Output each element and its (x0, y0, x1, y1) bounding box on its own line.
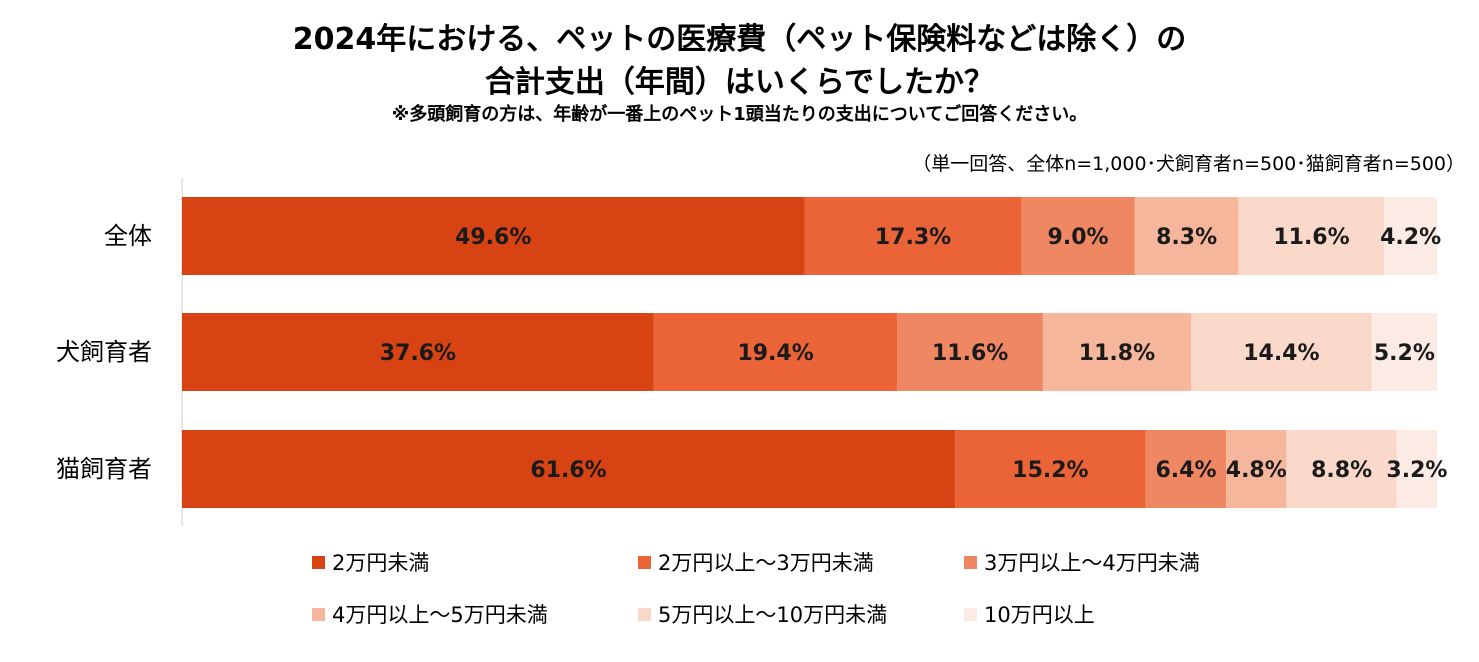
data-label: 37.6% (380, 341, 456, 366)
legend-label: 3万円以上～4万円未満 (984, 551, 1200, 575)
bar-segment (1371, 313, 1437, 391)
data-label: 8.3% (1156, 225, 1217, 250)
data-label: 61.6% (530, 458, 606, 483)
data-label: 6.4% (1155, 458, 1216, 483)
data-label: 11.6% (932, 341, 1008, 366)
bar-segment (182, 197, 805, 275)
legend-swatch (312, 555, 325, 569)
chart-title-line2: 合計支出（年間）はいくらでしたか？ (484, 65, 995, 100)
bar-segment (1396, 430, 1437, 508)
bar-segment (955, 430, 1146, 508)
bar-segment (1145, 430, 1227, 508)
legend-label: 2万円未満 (332, 551, 430, 575)
legend-label: 4万円以上～5万円未満 (332, 603, 548, 627)
bar-segment (1191, 313, 1372, 391)
legend-swatch (964, 555, 977, 569)
bar-segment (1286, 430, 1397, 508)
legend-swatch (312, 607, 325, 621)
legend-swatch (964, 607, 977, 621)
category-label: 全体 (104, 222, 152, 250)
sample-note: （単一回答、全体n=1,000･犬飼育者n=500･猫飼育者n=500） (912, 153, 1465, 175)
legend-swatch (638, 555, 651, 569)
legend-item: 4万円以上～5万円未満 (312, 598, 638, 630)
data-label: 9.0% (1048, 225, 1109, 250)
bar-segment (1021, 197, 1135, 275)
legend-label: 5万円以上～10万円未満 (658, 603, 888, 627)
data-label: 5.2% (1374, 341, 1435, 366)
legend-item: 2万円以上～3万円未満 (638, 546, 964, 578)
bar-segment (1042, 313, 1192, 391)
chart-subtitle: ※多頭飼育の方は、年齢が一番上のペット1頭当たりの支出についてご回答ください。 (391, 104, 1088, 125)
data-label: 49.6% (455, 225, 531, 250)
legend-label: 2万円以上～3万円未満 (658, 551, 874, 575)
legend-item: 3万円以上～4万円未満 (964, 546, 1290, 578)
data-label: 11.8% (1079, 341, 1155, 366)
bar-segment (897, 313, 1043, 391)
legend-label: 10万円以上 (984, 603, 1095, 627)
data-label: 8.8% (1311, 458, 1372, 483)
data-label: 3.2% (1386, 458, 1447, 483)
data-label: 4.2% (1380, 225, 1441, 250)
legend-item: 5万円以上～10万円未満 (638, 598, 964, 630)
bar-segment (1384, 197, 1437, 275)
data-label: 17.3% (875, 225, 951, 250)
data-label: 11.6% (1273, 225, 1349, 250)
data-label: 15.2% (1012, 458, 1088, 483)
bar-segment (1226, 430, 1287, 508)
bar-segment (182, 313, 654, 391)
bar-segment (1238, 197, 1385, 275)
data-label: 14.4% (1243, 341, 1319, 366)
bar-segment (653, 313, 898, 391)
bar-segment (804, 197, 1022, 275)
data-label: 4.8% (1226, 458, 1287, 483)
legend-item: 2万円未満 (312, 546, 638, 578)
bar-segment (1134, 197, 1239, 275)
legend-swatch (638, 607, 651, 621)
legend-item: 10万円以上 (964, 598, 1290, 630)
legend: 2万円未満 2万円以上～3万円未満 3万円以上～4万円未満 4万円以上～5万円未満 5万… (312, 546, 1312, 630)
category-label: 猫飼育者 (56, 455, 152, 483)
bar-segment (182, 430, 956, 508)
category-label: 犬飼育者 (56, 338, 152, 366)
data-label: 19.4% (737, 341, 813, 366)
chart-title-line1: 2024年における、ペットの医療費（ペット保険料などは除く）の (292, 22, 1187, 57)
